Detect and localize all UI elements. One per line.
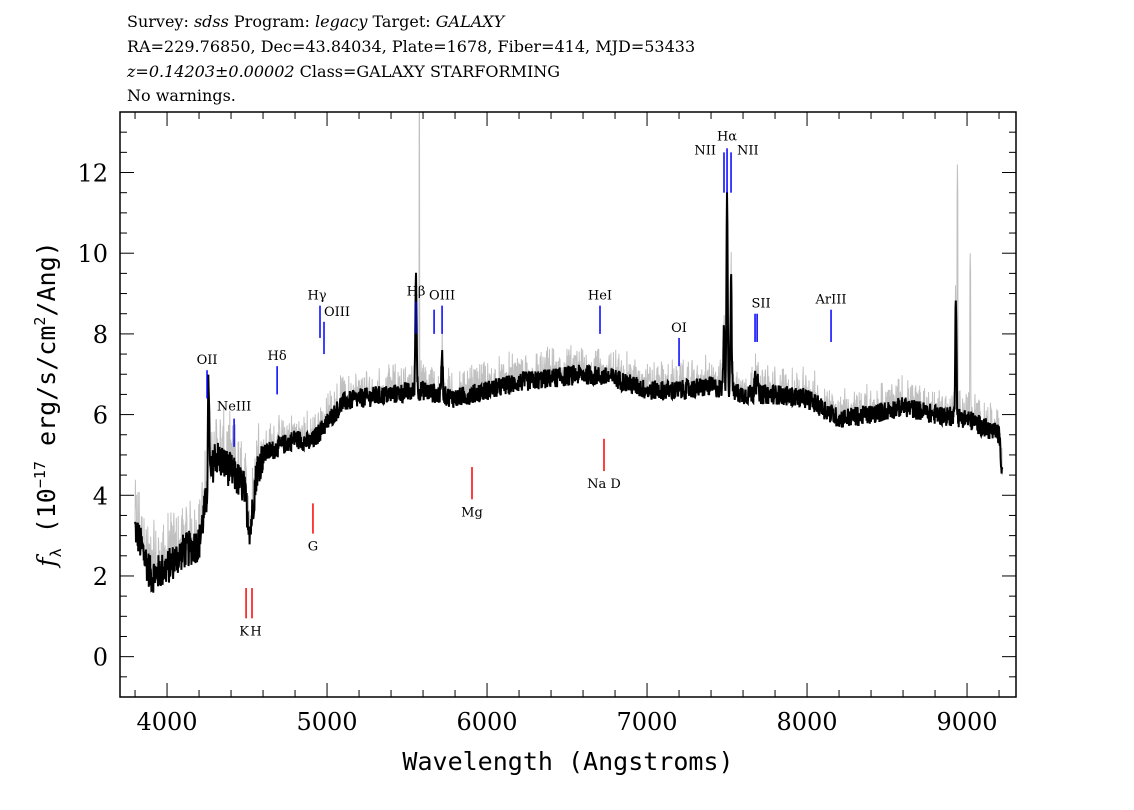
line-label: OIII	[429, 289, 455, 304]
line-label: NeIII	[217, 400, 251, 415]
line-label: NII	[694, 143, 716, 158]
series-raw-flux	[134, 111, 1003, 576]
y-tick-label: 8	[93, 321, 108, 349]
x-tick-label: 4000	[137, 708, 198, 736]
line-label: Mg	[461, 505, 483, 520]
axis-ticks: 4000 5000 6000 7000 8000 9000 0 2 4 6 8 10 12	[77, 111, 1016, 736]
plot-frame	[119, 111, 1017, 698]
line-label: G	[308, 540, 318, 555]
y-tick-label: 6	[93, 402, 108, 430]
line-label: H	[250, 624, 261, 639]
y-tick-label: 10	[77, 240, 108, 268]
line-label: OI	[671, 321, 687, 336]
x-tick-label: 7000	[617, 708, 678, 736]
line-label: OII	[197, 353, 218, 368]
x-tick-label: 6000	[457, 708, 518, 736]
line-label: Na D	[587, 477, 621, 492]
x-tick-label: 8000	[777, 708, 838, 736]
line-label: K	[239, 624, 249, 639]
line-label: OIII	[324, 305, 350, 320]
line-label: ArIII	[815, 293, 847, 308]
y-tick-label: 4	[93, 482, 108, 510]
y-axis-label: fλ (10−17 erg/s/cm2/Ang)	[31, 241, 65, 568]
x-tick-label: 5000	[297, 708, 358, 736]
line-label: NII	[737, 143, 759, 158]
header-line-4: No warnings.	[127, 86, 236, 105]
y-tick-label: 2	[93, 563, 108, 591]
series-smoothed-flux	[134, 192, 1004, 593]
header-line-1: Survey: sdss Program: legacy Target: GAL…	[127, 12, 506, 31]
line-label: SII	[751, 297, 770, 312]
line-label: Hα	[717, 129, 737, 144]
y-tick-label: 12	[77, 160, 108, 188]
line-label: Hδ	[268, 349, 287, 364]
header-line-2: RA=229.76850, Dec=43.84034, Plate=1678, …	[127, 37, 695, 56]
header-line-3: z=0.14203±0.00002 Class=GALAXY STARFORMI…	[126, 62, 560, 81]
line-label: Hβ	[407, 285, 426, 300]
header: Survey: sdss Program: legacy Target: GAL…	[126, 12, 695, 105]
line-label: Hγ	[307, 289, 326, 304]
y-tick-label: 0	[93, 644, 108, 672]
line-label: HeI	[588, 289, 612, 304]
x-tick-label: 9000	[937, 708, 998, 736]
x-axis-label: Wavelength (Angstroms)	[402, 747, 733, 776]
